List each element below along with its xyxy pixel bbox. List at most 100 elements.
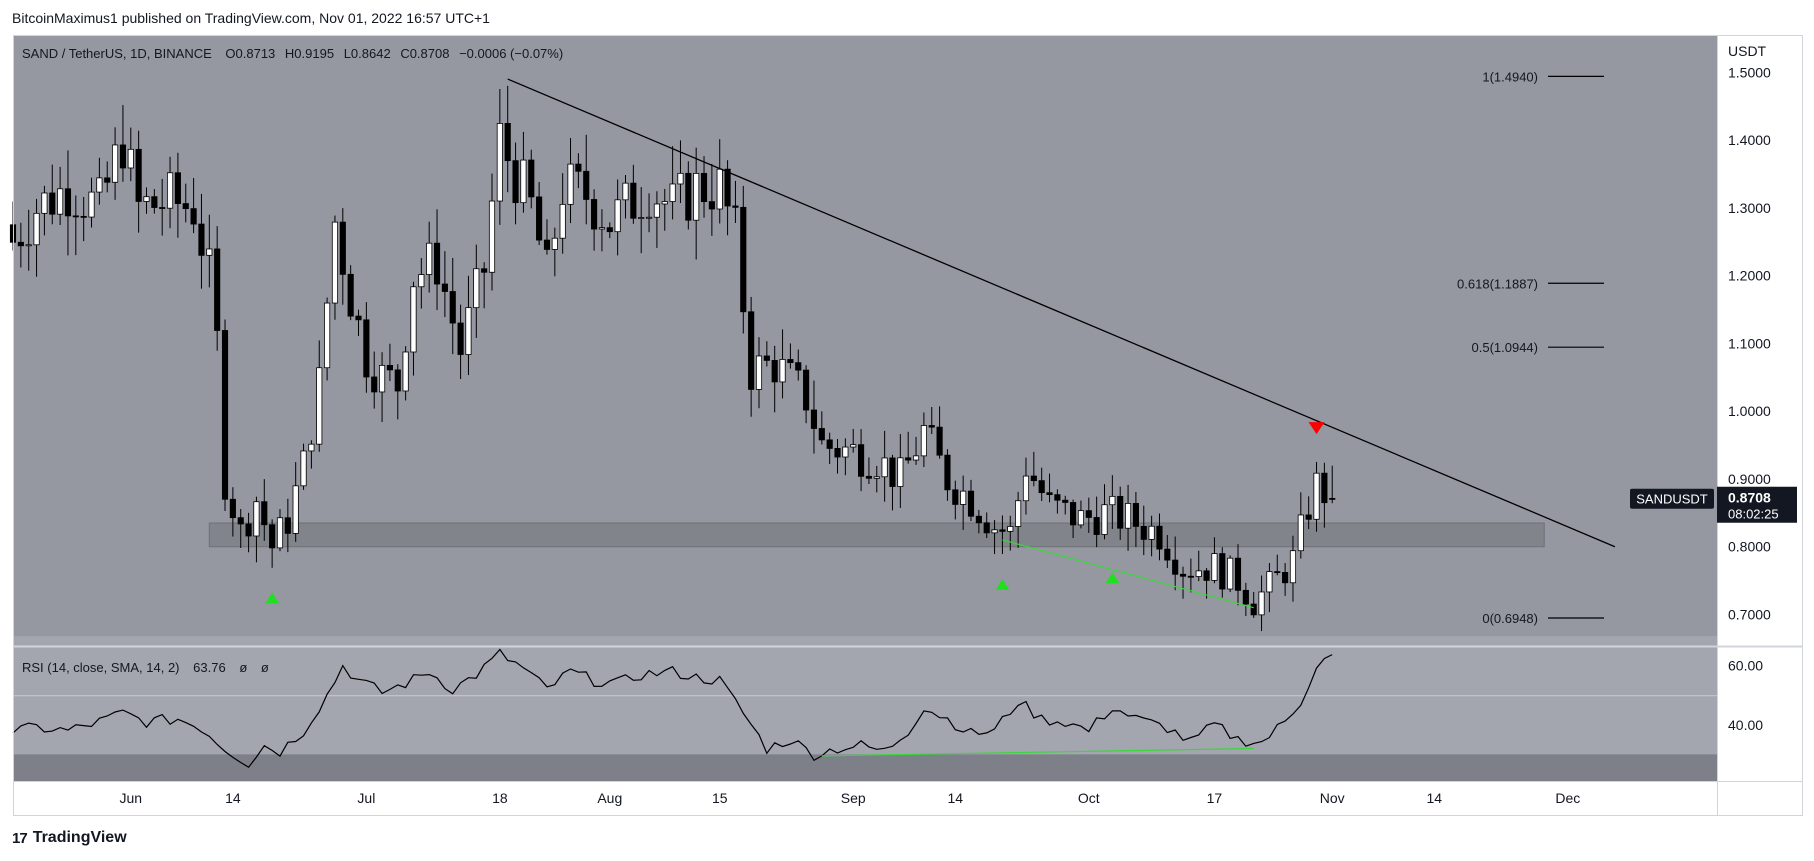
candle <box>842 438 849 476</box>
candle-body <box>952 489 959 505</box>
candle-body <box>253 501 260 537</box>
candle <box>1046 473 1053 503</box>
candle-body <box>818 428 825 441</box>
candle <box>151 189 158 214</box>
candle <box>810 380 818 454</box>
candle-body <box>1321 472 1328 504</box>
candle-body <box>1101 504 1108 535</box>
candle-body <box>1211 553 1218 581</box>
candle-body <box>858 444 865 477</box>
candle-body <box>394 369 401 392</box>
candle <box>269 519 276 568</box>
candle-body <box>936 426 943 456</box>
price-tick-label: 1.4000 <box>1728 132 1771 148</box>
candle <box>850 428 857 453</box>
candle <box>1093 496 1100 548</box>
candle-body <box>1148 525 1155 540</box>
candle <box>378 352 386 422</box>
candle <box>630 164 637 224</box>
candle <box>575 153 582 189</box>
candle-body <box>88 191 95 218</box>
candle-body <box>378 364 386 393</box>
candle-body <box>912 455 920 461</box>
candle-body <box>1234 557 1242 591</box>
candle-body <box>339 221 346 275</box>
time-tick-label: 15 <box>712 790 728 806</box>
candle-body <box>944 454 951 491</box>
chart-canvas[interactable]: 1(1.4940) 0.618(1.1887) 0.5(1.0944) 0(0.694… <box>0 0 1814 820</box>
candle-body <box>1038 480 1045 494</box>
candle-body <box>1109 495 1116 506</box>
price-tick-label: 1.2000 <box>1728 268 1771 284</box>
candle <box>685 161 692 230</box>
price-tick-label: 1.0000 <box>1728 403 1771 419</box>
candle <box>261 479 268 541</box>
candle <box>614 179 621 256</box>
candle-body <box>386 364 393 371</box>
candle-body <box>198 223 205 256</box>
candle <box>1077 500 1085 529</box>
candle <box>967 479 975 522</box>
candle-body <box>693 172 700 221</box>
candle-body <box>481 268 488 273</box>
candle <box>591 189 598 251</box>
candle-body <box>1187 575 1194 578</box>
candle-body <box>622 182 629 201</box>
candle <box>394 364 401 420</box>
candle <box>1015 491 1022 548</box>
legend-low-label: L <box>344 46 351 61</box>
legend-layer: SAND / TetherUS, 1D, BINANCE O0.8713 H0.… <box>22 43 1767 675</box>
candle <box>316 340 323 452</box>
candle <box>1289 535 1297 602</box>
candle <box>198 193 205 289</box>
candle-body <box>1124 503 1132 529</box>
candle <box>488 173 496 291</box>
candle-body <box>276 517 284 549</box>
symbol-label: SANDUSDT <box>1636 492 1708 507</box>
candle-body <box>803 369 810 411</box>
candle-body <box>363 319 370 378</box>
candle-body <box>316 367 323 445</box>
legend-open-value: 0.8713 <box>236 46 276 61</box>
candle-body <box>308 443 315 452</box>
candle-body <box>284 517 291 534</box>
rsi-extra-2: ø <box>261 660 269 675</box>
tradingview-branding[interactable]: 17 TradingView <box>12 829 127 847</box>
candle-body <box>755 355 763 390</box>
candle-body <box>418 274 425 288</box>
candle <box>724 160 731 236</box>
candle <box>960 475 967 530</box>
candle <box>708 163 715 236</box>
rsi-line <box>12 648 1333 768</box>
price-axis-area[interactable] <box>1717 35 1803 781</box>
candle-body <box>1164 548 1171 561</box>
candle <box>1313 461 1320 532</box>
candle-body <box>347 273 354 317</box>
candle <box>740 185 747 334</box>
candle-body <box>1250 603 1257 616</box>
candle-body <box>834 448 841 458</box>
up-arrow-marker <box>1105 572 1120 584</box>
candle <box>622 175 629 219</box>
price-layer: 1(1.4940) 0.618(1.1887) 0.5(1.0944) 0(0.694… <box>9 69 1616 632</box>
candle-body <box>873 476 880 479</box>
candle-body <box>732 205 739 208</box>
candle-body <box>889 457 896 487</box>
candle-body <box>112 144 119 183</box>
candle <box>1062 495 1069 515</box>
candle <box>292 462 299 542</box>
candle <box>700 156 708 218</box>
candle-body <box>1062 499 1069 503</box>
candle <box>135 130 142 233</box>
candle-body <box>159 207 166 209</box>
candle <box>1250 591 1257 618</box>
candle-body <box>245 523 252 537</box>
candle <box>253 496 260 563</box>
candle <box>1164 535 1171 568</box>
publisher-header: BitcoinMaximus1 published on TradingView… <box>12 10 490 26</box>
candle-body <box>975 515 982 524</box>
candle-body <box>826 439 833 449</box>
price-panel[interactable] <box>13 35 1717 645</box>
candle <box>873 465 880 493</box>
candle-body <box>653 203 660 218</box>
